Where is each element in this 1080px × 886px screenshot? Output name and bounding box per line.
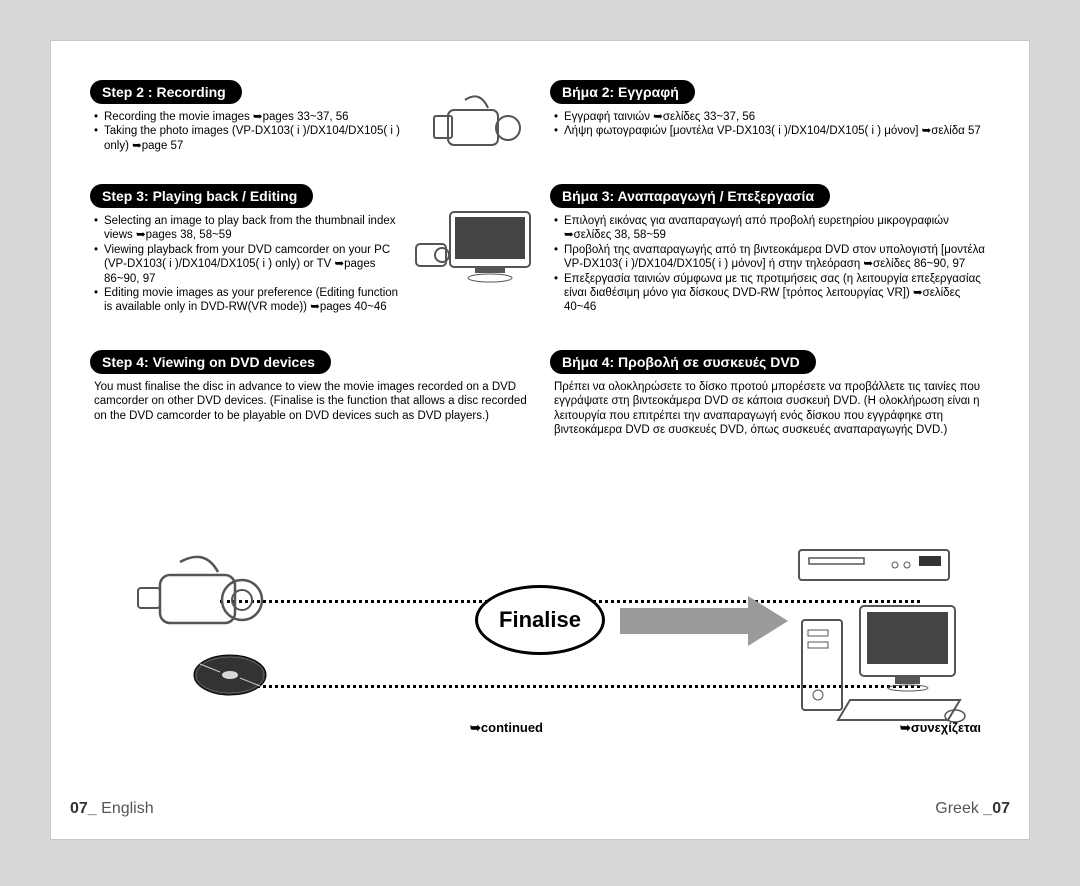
gr-step2-item: Λήψη φωτογραφιών [μοντέλα VP-DX103( i )/…: [554, 124, 990, 138]
continued-en: ➥continued: [470, 720, 543, 736]
finalise-diagram: Finalise: [90, 530, 990, 720]
gr-step3-item: Προβολή της αναπαραγωγής από τη βιντεοκά…: [554, 243, 990, 272]
en-step4-text: You must finalise the disc in advance to…: [90, 380, 530, 423]
gr-step3-block: Βήμα 3: Αναπαραγωγή / Επεξεργασία Επιλογ…: [550, 184, 990, 334]
gr-step4-block: Βήμα 4: Προβολή σε συσκευές DVD Πρέπει ν…: [550, 350, 990, 438]
footer-gr: Greek _07: [935, 800, 1010, 818]
finalise-label: Finalise: [499, 607, 581, 633]
gr-step3-item: Επεξεργασία ταινιών σύμφωνα με τις προτι…: [554, 272, 990, 315]
footer-gr-num: _07: [983, 800, 1010, 817]
en-step2-item: Taking the photo images (VP-DX103( i )/D…: [94, 124, 410, 153]
en-step3-item: Selecting an image to play back from the…: [94, 214, 400, 243]
greek-column: Βήμα 2: Εγγραφή Εγγραφή ταινιών ➥σελίδες…: [550, 80, 990, 454]
dvd-player-icon: [795, 540, 955, 590]
en-step3-title: Step 3: Playing back / Editing: [90, 184, 313, 208]
en-step2-list: Recording the movie images ➥pages 33~37,…: [90, 110, 410, 153]
content-columns: Step 2 : Recording Recording the movie i…: [90, 80, 990, 454]
gr-step2-item: Εγγραφή ταινιών ➥σελίδες 33~37, 56: [554, 110, 990, 124]
gr-step4-text: Πρέπει να ολοκληρώσετε το δίσκο προτού μ…: [550, 380, 990, 438]
en-step3-block: Step 3: Playing back / Editing Selecting…: [90, 184, 530, 334]
en-step2-item: Recording the movie images ➥pages 33~37,…: [94, 110, 410, 124]
en-step2-block: Step 2 : Recording Recording the movie i…: [90, 80, 530, 168]
tv-camcorder-icon: [410, 204, 540, 304]
en-step4-block: Step 4: Viewing on DVD devices You must …: [90, 350, 530, 438]
en-step3-item: Editing movie images as your preference …: [94, 286, 400, 315]
pc-icon: [790, 600, 970, 730]
gr-step2-title: Βήμα 2: Εγγραφή: [550, 80, 695, 104]
english-column: Step 2 : Recording Recording the movie i…: [90, 80, 530, 454]
en-step3-item: Viewing playback from your DVD camcorder…: [94, 243, 400, 286]
gr-step2-list: Εγγραφή ταινιών ➥σελίδες 33~37, 56 Λήψη …: [550, 110, 990, 139]
camcorder-large-icon: [130, 550, 280, 645]
gr-step3-list: Επιλογή εικόνας για αναπαραγωγή από προβ…: [550, 214, 990, 315]
footer-en-lang: English: [97, 800, 154, 817]
gr-step3-title: Βήμα 3: Αναπαραγωγή / Επεξεργασία: [550, 184, 830, 208]
finalise-badge: Finalise: [475, 585, 605, 655]
continued-gr: ➥συνεχίζεται: [900, 720, 981, 736]
gr-step4-title: Βήμα 4: Προβολή σε συσκευές DVD: [550, 350, 816, 374]
en-step2-title: Step 2 : Recording: [90, 80, 242, 104]
gr-step3-item: Επιλογή εικόνας για αναπαραγωγή από προβ…: [554, 214, 990, 243]
footer-gr-lang: Greek: [935, 800, 983, 817]
gr-step2-block: Βήμα 2: Εγγραφή Εγγραφή ταινιών ➥σελίδες…: [550, 80, 990, 168]
en-step4-title: Step 4: Viewing on DVD devices: [90, 350, 331, 374]
footer-en-num: 07_: [70, 800, 97, 817]
camcorder-icon: [430, 90, 530, 160]
big-arrow-icon: [620, 602, 790, 642]
en-step3-list: Selecting an image to play back from the…: [90, 214, 400, 315]
footer-en: 07_ English: [70, 800, 154, 818]
disc-icon: [190, 650, 270, 700]
